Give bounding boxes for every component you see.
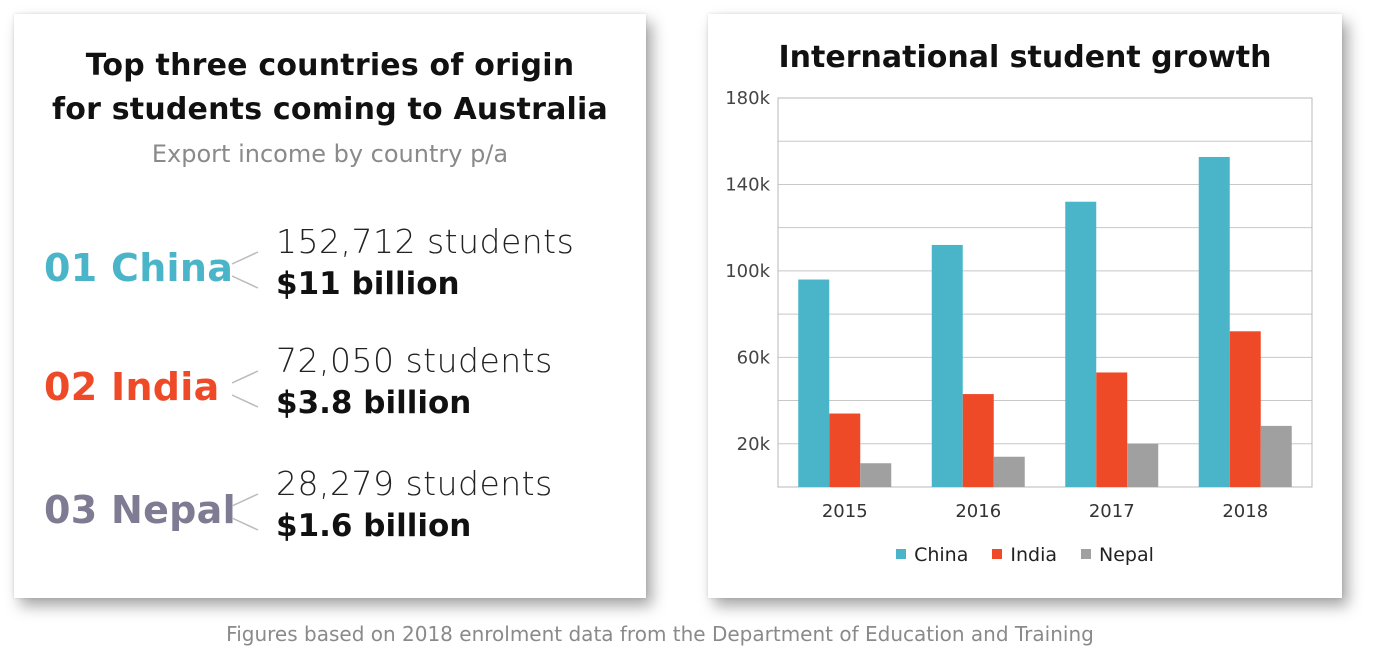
bar-nepal-2015 — [860, 463, 892, 487]
country-name: 03 Nepal — [44, 488, 236, 532]
x-tick-label: 2018 — [1222, 501, 1268, 522]
export-income: $3.8 billion — [276, 385, 472, 421]
bar-china-2015 — [798, 279, 830, 487]
bar-china-2018 — [1198, 156, 1230, 487]
origin-countries-panel: Top three countries of origin for studen… — [14, 14, 646, 598]
legend-swatch — [992, 548, 1003, 559]
bar-india-2017 — [1096, 372, 1128, 487]
legend-label: India — [1010, 544, 1058, 566]
legend-label: China — [914, 544, 969, 566]
panel-title-line1: Top three countries of origin — [85, 48, 575, 83]
bar-china-2017 — [1065, 201, 1097, 487]
legend-item-india: India — [992, 544, 1057, 566]
chart-legend: China India Nepal — [708, 544, 1342, 566]
y-tick-label: 140k — [725, 174, 770, 195]
x-tick-label: 2017 — [1089, 501, 1135, 522]
student-count: 72,050 students — [276, 341, 553, 380]
student-count: 152,712 students — [276, 222, 575, 261]
country-row-nepal: 03 Nepal 28,279 students $1.6 billion — [14, 464, 646, 576]
country-name: 02 India — [44, 365, 220, 409]
country-row-china: 01 China 152,712 students $11 billion — [14, 222, 646, 334]
legend-item-china: China — [896, 544, 968, 566]
source-footnote: Figures based on 2018 enrolment data fro… — [226, 622, 1094, 646]
panel-subtitle: Export income by country p/a — [151, 140, 509, 168]
chart-title: International student growth — [778, 40, 1272, 75]
y-tick-label: 60k — [737, 347, 771, 368]
panel-title: Top three countries of origin for studen… — [14, 44, 646, 132]
legend-item-nepal: Nepal — [1081, 544, 1154, 566]
y-tick-label: 100k — [725, 261, 770, 282]
bar-india-2015 — [829, 413, 861, 487]
connector-icon — [231, 493, 259, 531]
student-count: 28,279 students — [276, 464, 553, 503]
y-tick-label: 180k — [725, 88, 770, 109]
country-row-india: 02 India 72,050 students $3.8 billion — [14, 341, 646, 453]
bar-nepal-2016 — [993, 456, 1025, 487]
legend-swatch — [896, 548, 907, 559]
x-tick-label: 2016 — [955, 501, 1001, 522]
connector-icon — [231, 370, 259, 408]
legend-swatch — [1081, 548, 1092, 559]
bar-india-2018 — [1229, 331, 1261, 487]
bar-chart: 20k 60k 100k 140k 180k 2015 2016 2017 2018 — [725, 88, 1313, 522]
x-tick-label: 2015 — [822, 501, 868, 522]
connector-icon — [231, 251, 259, 289]
bar-india-2016 — [962, 394, 994, 487]
country-name: 01 China — [44, 246, 234, 290]
growth-chart-panel: International student growth 20k 60k 100k 1… — [708, 14, 1342, 598]
bar-nepal-2018 — [1260, 425, 1292, 487]
panel-title-line2: for students coming to Australia — [52, 92, 608, 127]
bar-china-2016 — [931, 244, 963, 487]
export-income: $1.6 billion — [276, 508, 472, 544]
plot-frame — [777, 97, 1313, 488]
y-tick-label: 20k — [737, 434, 771, 455]
export-income: $11 billion — [276, 266, 460, 302]
legend-label: Nepal — [1099, 544, 1154, 566]
bar-nepal-2017 — [1127, 443, 1159, 487]
